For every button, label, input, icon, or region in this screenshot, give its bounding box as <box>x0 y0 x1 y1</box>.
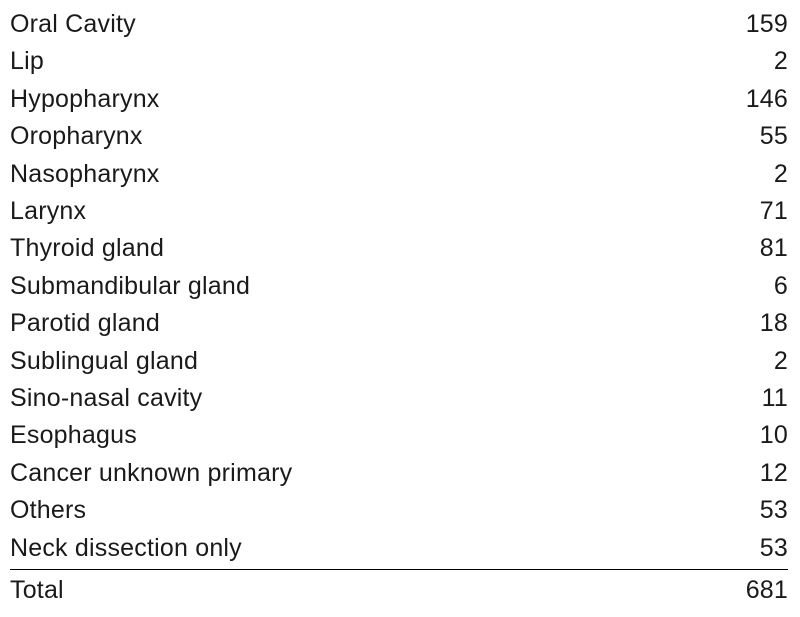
row-value: 18 <box>740 305 788 342</box>
table-row: Neck dissection only 53 <box>10 530 788 567</box>
table-row: Cancer unknown primary 12 <box>10 455 788 492</box>
table-row: Oropharynx 55 <box>10 118 788 155</box>
row-label: Neck dissection only <box>10 530 740 567</box>
row-label: Thyroid gland <box>10 230 740 267</box>
row-label: Cancer unknown primary <box>10 455 740 492</box>
row-label: Larynx <box>10 193 740 230</box>
row-value: 2 <box>754 156 788 193</box>
row-label: Submandibular gland <box>10 268 754 305</box>
table-row: Sino-nasal cavity 11 <box>10 380 788 417</box>
row-value: 2 <box>754 343 788 380</box>
row-value: 10 <box>740 417 788 454</box>
total-value: 681 <box>726 572 788 609</box>
row-value: 146 <box>726 81 788 118</box>
table-row: Others 53 <box>10 492 788 529</box>
row-label: Nasopharynx <box>10 156 754 193</box>
row-label: Others <box>10 492 740 529</box>
row-label: Lip <box>10 43 754 80</box>
row-value: 11 <box>742 380 788 417</box>
row-value: 55 <box>740 118 788 155</box>
row-value: 6 <box>754 268 788 305</box>
row-value: 81 <box>740 230 788 267</box>
row-label: Esophagus <box>10 417 740 454</box>
table-row: Oral Cavity 159 <box>10 6 788 43</box>
table-row: Hypopharynx 146 <box>10 81 788 118</box>
table-row: Parotid gland 18 <box>10 305 788 342</box>
row-value: 53 <box>740 492 788 529</box>
row-label: Sino-nasal cavity <box>10 380 742 417</box>
row-value: 2 <box>754 43 788 80</box>
site-count-table: Oral Cavity 159 Lip 2 Hypopharynx 146 Or… <box>0 0 800 616</box>
table-row: Nasopharynx 2 <box>10 156 788 193</box>
row-label: Sublingual gland <box>10 343 754 380</box>
row-value: 71 <box>740 193 788 230</box>
table-row: Sublingual gland 2 <box>10 343 788 380</box>
row-value: 159 <box>726 6 788 43</box>
row-label: Parotid gland <box>10 305 740 342</box>
total-label: Total <box>10 572 726 609</box>
table-row: Thyroid gland 81 <box>10 230 788 267</box>
table-row: Submandibular gland 6 <box>10 268 788 305</box>
table-row: Esophagus 10 <box>10 417 788 454</box>
table-row: Larynx 71 <box>10 193 788 230</box>
row-label: Hypopharynx <box>10 81 726 118</box>
row-label: Oral Cavity <box>10 6 726 43</box>
row-label: Oropharynx <box>10 118 740 155</box>
table-total-row: Total 681 <box>10 569 788 609</box>
table-row: Lip 2 <box>10 43 788 80</box>
row-value: 53 <box>740 530 788 567</box>
row-value: 12 <box>740 455 788 492</box>
